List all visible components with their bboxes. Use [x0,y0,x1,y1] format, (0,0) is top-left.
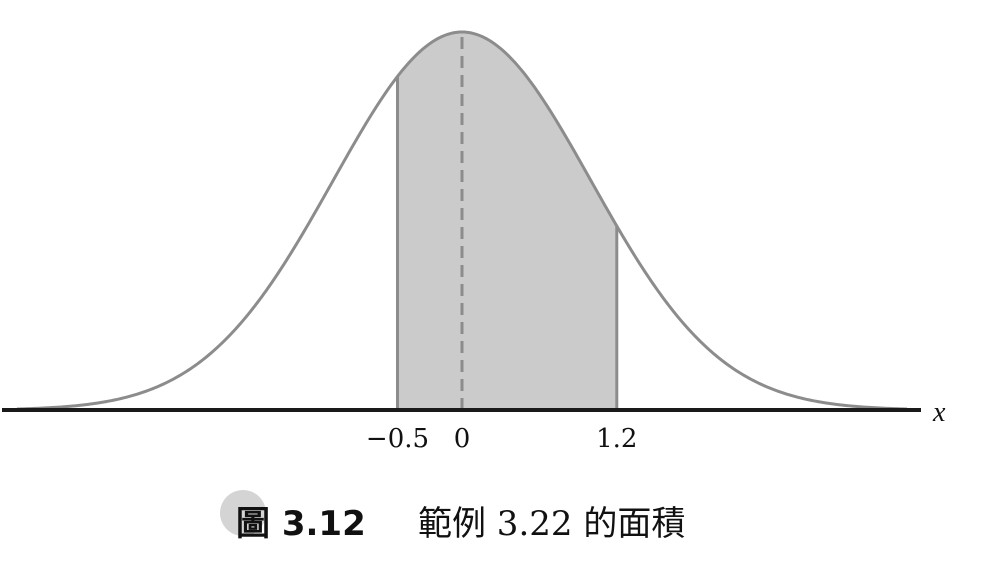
x-tick-label: −0.5 [366,424,429,454]
shaded-area [397,32,617,411]
caption-text: 範例 3.22 的面積 [418,504,686,544]
caption-number: 圖 3.12 [236,504,366,544]
x-tick-label: 1.2 [596,424,637,454]
caption-badge [220,490,266,536]
density-curve [16,30,908,411]
x-tick-label: 0 [454,424,471,454]
figure-caption: 圖 3.12 範例 3.22 的面積 [0,488,983,548]
x-axis-label: x [932,397,946,428]
